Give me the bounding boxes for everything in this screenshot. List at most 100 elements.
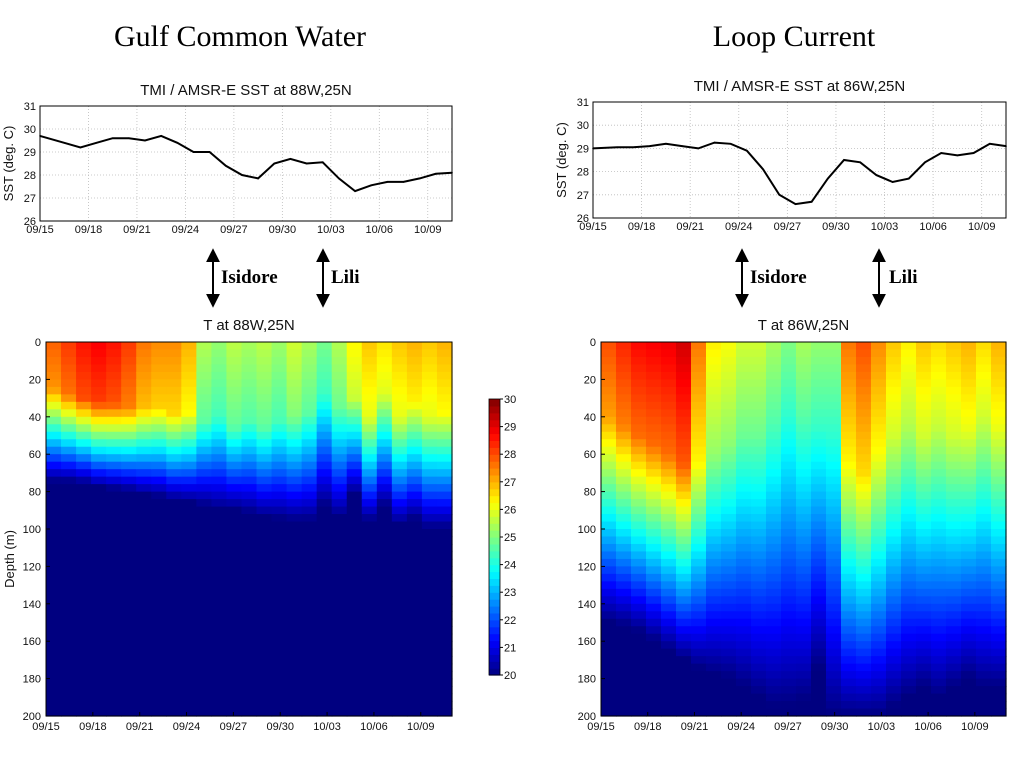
heat-cell (211, 618, 228, 627)
heat-cell (436, 446, 453, 455)
heat-cell (916, 626, 932, 635)
heat-cell (736, 491, 752, 500)
heat-cell (976, 686, 992, 695)
heat-cell (196, 551, 213, 560)
heat-cell (211, 416, 228, 425)
heat-cell (736, 626, 752, 635)
heat-cell (661, 529, 677, 538)
heat-cell (91, 603, 107, 612)
heat-cell (271, 596, 288, 605)
heat-cell (631, 521, 647, 530)
heat-cell (346, 342, 363, 351)
heat-cell (706, 461, 722, 470)
heat-cell (301, 603, 318, 612)
heat-cell (796, 476, 812, 485)
heat-cell (106, 656, 122, 665)
heat-cell (796, 409, 812, 418)
heat-cell (661, 446, 677, 455)
heat-cell (421, 409, 438, 418)
heat-cell (811, 656, 827, 665)
heat-cell (796, 626, 812, 635)
heat-cell (241, 446, 258, 455)
heat-cell (661, 364, 677, 373)
sst-data-point (616, 146, 619, 149)
heat-cell (391, 678, 408, 687)
heat-cell (601, 454, 617, 463)
heat-cell (901, 506, 917, 515)
heat-cell (616, 394, 632, 403)
heat-cell (826, 618, 842, 627)
heat-cell (391, 491, 408, 500)
heat-cell (736, 342, 752, 351)
heat-cell (346, 573, 363, 582)
heat-cell (616, 633, 632, 642)
y-tick-label: 31 (24, 101, 36, 113)
heat-cell (616, 618, 632, 627)
heat-cell (766, 633, 782, 642)
heat-cell (301, 386, 318, 395)
heat-cell (121, 536, 137, 545)
heat-cell (76, 693, 92, 702)
heat-cell (376, 371, 393, 380)
heat-cell (211, 469, 228, 478)
heat-cell (961, 491, 977, 500)
heat-cell (376, 573, 393, 582)
heat-cell (886, 581, 902, 590)
heat-cell (991, 551, 1007, 560)
heat-cell (841, 671, 857, 680)
heat-cell (316, 693, 333, 702)
heat-cell (361, 514, 378, 523)
heat-cell (91, 693, 107, 702)
heat-cell (196, 416, 213, 425)
storm-label: Isidore (750, 267, 807, 288)
heat-cell (286, 461, 303, 470)
heat-cell (811, 641, 827, 650)
heat-cell (601, 431, 617, 440)
heat-cell (286, 686, 303, 695)
heat-cell (871, 566, 887, 575)
heat-cell (46, 521, 62, 530)
heat-cell (181, 693, 197, 702)
heat-cell (886, 633, 902, 642)
heat-cell (751, 401, 767, 410)
heat-cell (751, 626, 767, 635)
heat-cell (376, 656, 393, 665)
heat-cell (601, 558, 617, 567)
heat-cell (181, 364, 197, 373)
heat-cell (436, 476, 453, 485)
colorbar-segment (489, 564, 500, 573)
heat-cell (61, 491, 77, 500)
heat-cell (61, 394, 77, 403)
heat-cell (256, 476, 273, 485)
heat-cell (406, 693, 423, 702)
heat-cell (286, 514, 303, 523)
heat-cell (676, 342, 692, 351)
heat-cell (391, 566, 408, 575)
heat-cell (436, 693, 453, 702)
heat-cell (601, 551, 617, 560)
heat-cell (706, 439, 722, 448)
heat-cell (181, 469, 197, 478)
heat-cell (76, 543, 92, 553)
heat-cell (391, 469, 408, 478)
heat-cell (976, 588, 992, 597)
heat-cell (811, 469, 827, 478)
heat-cell (421, 648, 438, 657)
heat-cell (961, 626, 977, 635)
heat-cell (616, 446, 632, 455)
heat-cell (661, 499, 677, 508)
heat-cell (916, 663, 932, 672)
heat-cell (376, 708, 393, 717)
heat-cell (376, 693, 393, 702)
heat-cell (991, 424, 1007, 433)
heat-cell (286, 626, 303, 635)
heat-cell (661, 416, 677, 425)
heat-cell (61, 648, 77, 657)
heat-cell (376, 379, 393, 388)
storm-label: Lili (889, 267, 918, 288)
heat-cell (796, 371, 812, 380)
heat-cell (826, 446, 842, 455)
heat-cell (931, 401, 947, 410)
heat-cell (676, 394, 692, 403)
heat-cell (736, 686, 752, 695)
